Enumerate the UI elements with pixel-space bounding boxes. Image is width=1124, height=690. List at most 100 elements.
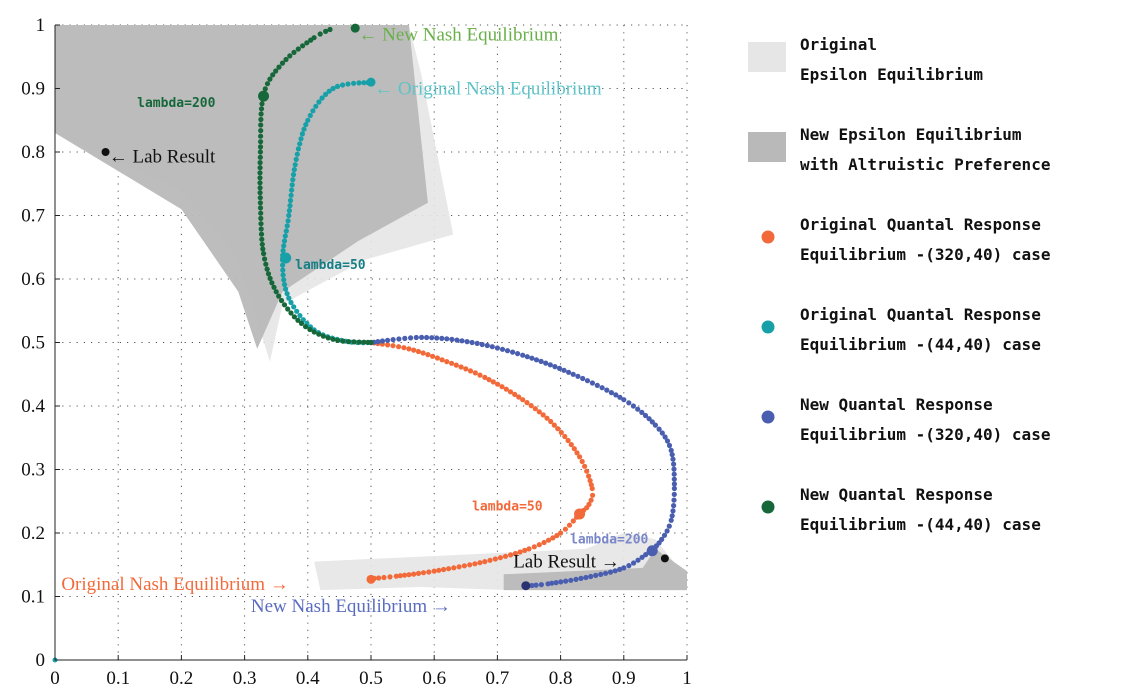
legend-swatch (748, 42, 786, 72)
series-point (429, 335, 435, 341)
series-point (290, 172, 297, 178)
series-point (461, 563, 467, 569)
epsilon-region (503, 548, 687, 591)
series-point (666, 523, 672, 529)
series-point (258, 116, 264, 123)
series-point (671, 497, 677, 503)
x-tick-label: 0.6 (422, 668, 446, 689)
marker-point (521, 581, 531, 591)
marker-point (366, 77, 376, 87)
series-point (387, 574, 393, 580)
x-tick-label: 0.7 (486, 668, 510, 689)
series-point (297, 313, 303, 319)
series-point (393, 573, 399, 579)
y-tick-label: 0 (36, 650, 46, 671)
series-point (300, 43, 306, 49)
series-point (351, 339, 357, 345)
grid (55, 24, 688, 660)
series-point (290, 177, 296, 183)
series-point (550, 535, 556, 541)
series-point (279, 60, 286, 66)
series-point (259, 236, 265, 242)
series-point (439, 335, 445, 341)
series-point (376, 575, 382, 581)
series-point (303, 122, 309, 128)
series-point (603, 570, 609, 576)
series-point (449, 336, 455, 342)
series-point (489, 344, 495, 350)
legend-label: Equilibrium -(320,40) case (800, 425, 1050, 444)
x-tick-label: 0 (50, 668, 60, 689)
annotation-label: Lab Result → (513, 552, 620, 573)
series-point (590, 492, 596, 498)
series-point (276, 293, 282, 299)
annotation-label: ← New Nash Equilibrium (358, 25, 558, 46)
series-point (280, 262, 286, 268)
series-point (287, 203, 293, 209)
series-point (396, 344, 402, 350)
series-point (487, 557, 493, 563)
series-point (467, 368, 474, 374)
series-point (561, 367, 567, 373)
series-point (484, 342, 490, 349)
series-point (262, 86, 268, 92)
series-point (258, 226, 264, 232)
y-tick-label: 0.8 (21, 142, 45, 163)
x-tick-label: 0.3 (233, 668, 257, 689)
series-point (301, 126, 307, 132)
series-point (458, 364, 464, 370)
series-point (554, 532, 560, 539)
series-point (257, 190, 263, 196)
series-point (265, 271, 272, 277)
series-point (524, 400, 530, 406)
series-point (516, 394, 522, 400)
series-point (340, 82, 346, 88)
legend-dot (761, 320, 775, 334)
series-point (257, 185, 263, 191)
series-point (584, 378, 591, 384)
series-point (524, 354, 530, 360)
series-point (643, 552, 649, 558)
series-point (612, 568, 618, 574)
series-point (562, 433, 568, 440)
series-point (402, 572, 408, 578)
series-point (330, 85, 336, 92)
series-point (538, 582, 545, 588)
series-point (271, 284, 277, 290)
series-point (323, 91, 329, 97)
series-point (664, 528, 670, 534)
series-point (379, 338, 386, 344)
series-point (293, 156, 299, 162)
legend-dot (761, 500, 775, 514)
series-point (257, 200, 263, 206)
series-point (267, 76, 273, 82)
series-point (257, 144, 264, 150)
series-point (671, 503, 677, 509)
series-point (273, 289, 279, 295)
series-point (669, 513, 675, 519)
series-point (411, 571, 417, 577)
series-point (588, 573, 594, 580)
series-point (626, 400, 632, 406)
series-point (286, 208, 292, 214)
series-point (273, 68, 279, 74)
series-point (492, 556, 498, 562)
series-point (533, 357, 540, 363)
marker-point (101, 148, 110, 156)
series-point (385, 342, 391, 348)
series-point (396, 336, 402, 342)
legend-dot (761, 230, 775, 244)
series-point (291, 314, 297, 320)
series-point (345, 81, 351, 87)
series-point (424, 334, 430, 341)
series-point (568, 442, 574, 448)
x-tick-label: 0.8 (549, 668, 573, 689)
series-point (588, 497, 594, 503)
series-point (295, 146, 301, 152)
series-point (286, 212, 292, 219)
series-point (631, 560, 637, 566)
series-point (526, 546, 532, 552)
series-point (397, 573, 403, 579)
series-point (441, 566, 447, 573)
series-point (262, 256, 268, 262)
